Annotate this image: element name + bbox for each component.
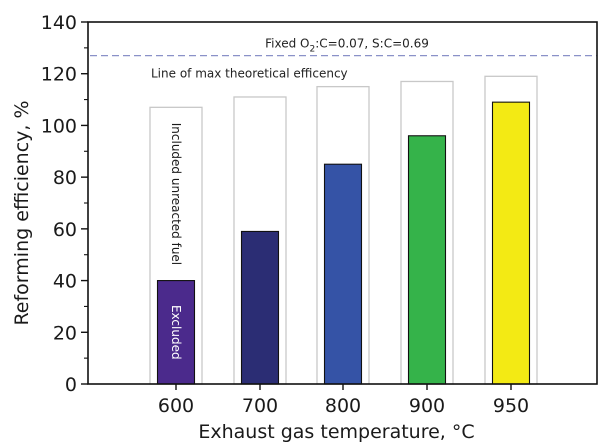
ticks-layer: 600 700 800 900 950 0 20 40 60 80 100 120 140 xyxy=(41,12,529,417)
plot-frame xyxy=(87,21,598,385)
max-efficiency-line-label: Line of max theoretical efficency xyxy=(151,67,348,81)
condition-label-suffix: :C=0.07, S:C=0.69 xyxy=(315,37,429,51)
condition-label-prefix: Fixed O xyxy=(265,37,309,51)
x-axis-title: Exhaust gas temperature, °C xyxy=(198,421,474,443)
x-tick-label-600: 600 xyxy=(158,395,194,417)
y-tick-label-20: 20 xyxy=(53,322,77,344)
y-tick-label-40: 40 xyxy=(53,271,77,293)
y-tick-label-140: 140 xyxy=(41,12,77,34)
x-tick-label-950: 950 xyxy=(493,395,529,417)
included-unreacted-fuel-label: Included unreacted fuel xyxy=(169,123,183,265)
filled-bar-950 xyxy=(491,101,531,385)
x-tick-label-700: 700 xyxy=(242,395,278,417)
filled-bar-800 xyxy=(323,163,363,385)
condition-label-subscript: 2 xyxy=(309,45,315,55)
y-tick-label-100: 100 xyxy=(41,115,77,137)
filled-bar-700 xyxy=(240,230,280,385)
x-tick-label-900: 900 xyxy=(409,395,445,417)
y-tick-label-120: 120 xyxy=(41,64,77,86)
condition-label: Fixed O2:C=0.07, S:C=0.69 xyxy=(265,37,429,55)
bars-layer xyxy=(149,75,538,385)
y-tick-label-60: 60 xyxy=(53,219,77,241)
filled-bar-600 xyxy=(156,280,196,385)
y-axis-title: Reforming efficiency, % xyxy=(11,100,33,325)
y-tick-label-80: 80 xyxy=(53,167,77,189)
x-tick-label-800: 800 xyxy=(325,395,361,417)
excluded-label: Excluded xyxy=(169,305,183,360)
filled-bar-900 xyxy=(407,135,447,385)
y-tick-label-0: 0 xyxy=(65,374,77,396)
